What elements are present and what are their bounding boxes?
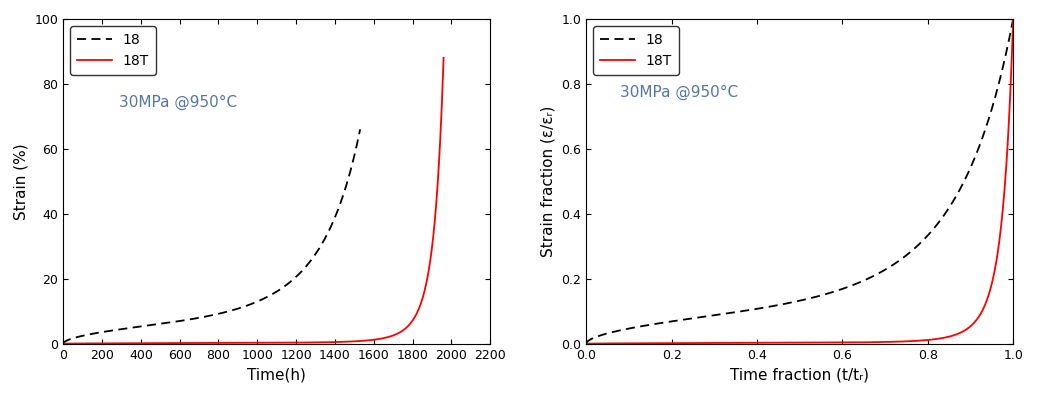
18 [1007,17,1019,21]
18T [580,341,592,346]
18T [57,341,69,346]
18 [282,281,295,286]
18T [278,340,290,345]
18 [921,234,933,239]
Text: 30MPa @950°C: 30MPa @950°C [118,95,236,110]
Line: 18: 18 [63,129,360,344]
18T [921,338,933,343]
18T [873,340,886,345]
Y-axis label: Strain (%): Strain (%) [13,143,29,220]
18T [1007,17,1019,21]
18T [913,338,925,343]
18 [237,305,250,309]
18T [768,341,781,345]
18 [229,307,242,312]
18 [57,341,69,346]
Line: 18T: 18T [586,19,1013,344]
18T [300,340,312,345]
Y-axis label: Strain fraction (ε/εᵣ): Strain fraction (ε/εᵣ) [540,106,556,257]
18 [354,127,366,132]
18T [438,55,450,60]
X-axis label: Time fraction (t/tᵣ): Time fraction (t/tᵣ) [730,367,869,382]
18 [246,301,258,306]
18T [345,339,358,344]
18 [580,341,592,346]
Legend: 18, 18T: 18, 18T [593,26,679,75]
18 [75,334,87,339]
X-axis label: Time(h): Time(h) [247,367,306,382]
18 [913,242,925,247]
18T [288,340,301,345]
Legend: 18, 18T: 18, 18T [71,26,157,75]
18T [385,334,397,339]
18 [873,270,886,275]
Text: 30MPa @950°C: 30MPa @950°C [620,85,738,100]
Line: 18T: 18T [63,58,444,344]
18 [753,306,765,311]
Line: 18: 18 [586,19,1013,344]
18T [623,341,636,346]
18 [623,326,636,331]
18 [768,303,781,308]
18T [80,341,92,346]
18 [313,247,326,251]
18T [753,341,765,345]
